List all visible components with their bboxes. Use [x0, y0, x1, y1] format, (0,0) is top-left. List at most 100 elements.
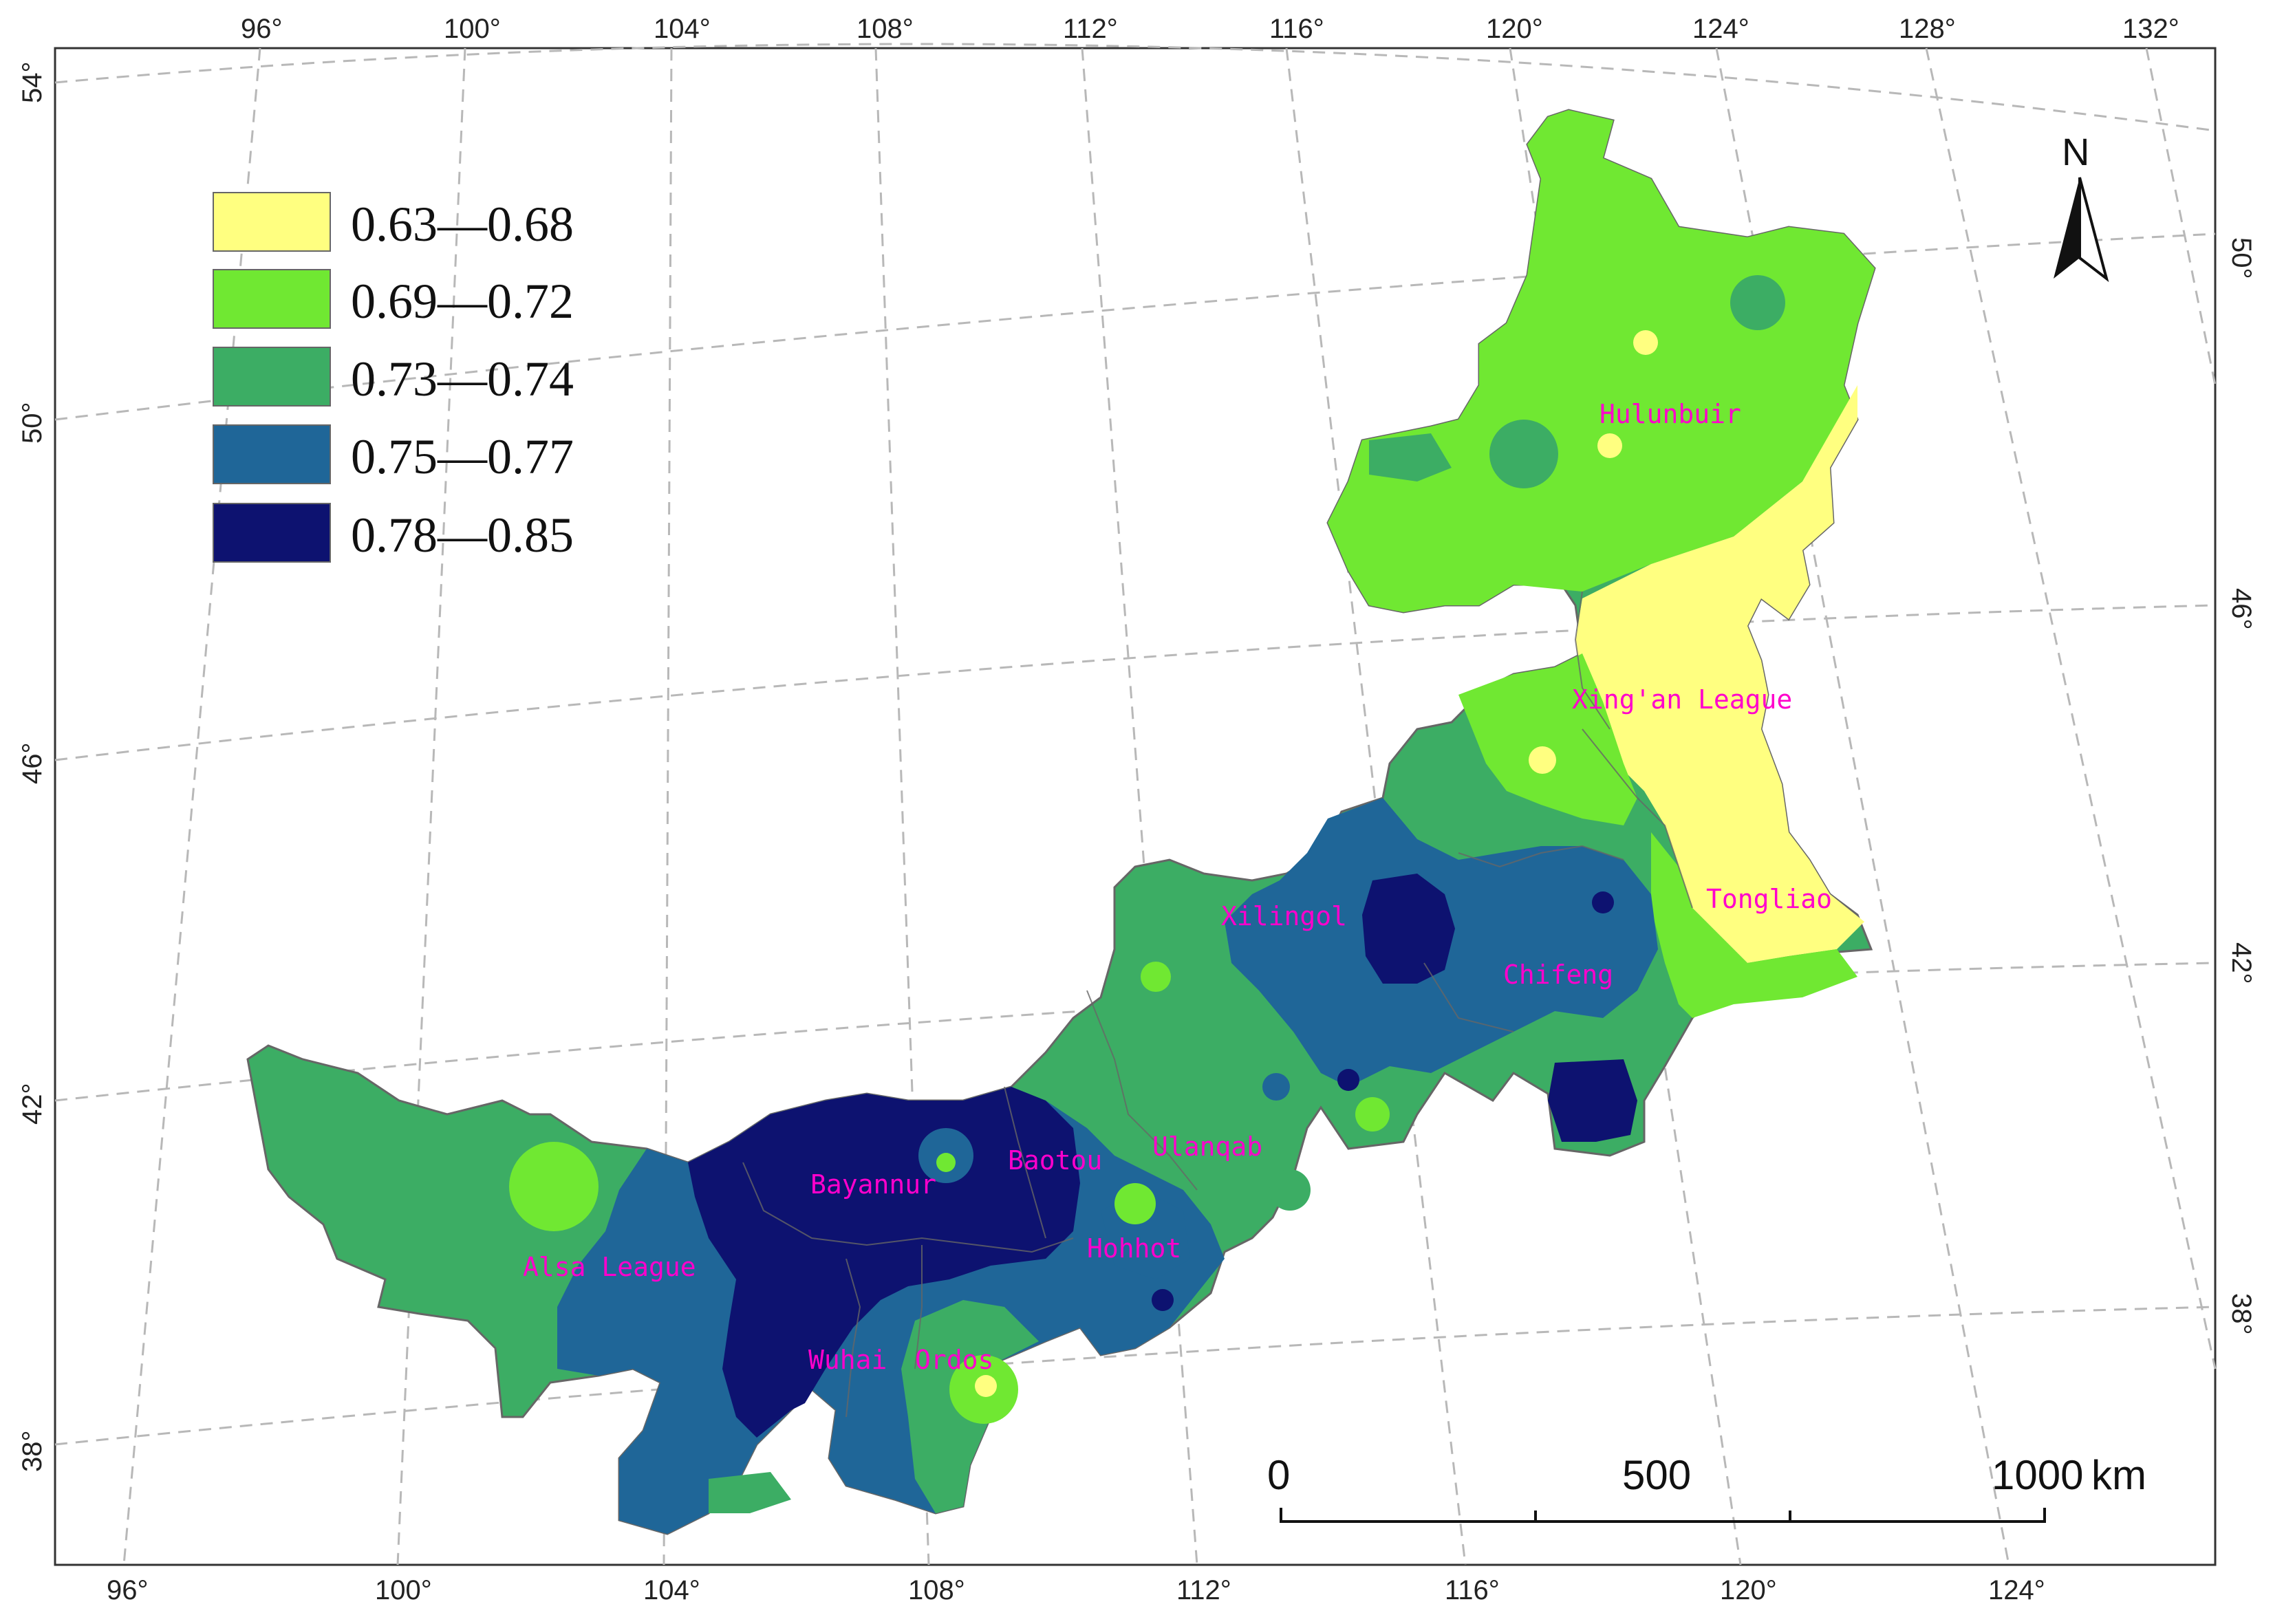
class-0.69-0.72-spot: [1141, 962, 1171, 992]
bottom-tick-label: 104°: [643, 1575, 700, 1605]
admin-boundary: [1004, 1086, 1046, 1239]
bottom-tick-label: 112°: [1176, 1575, 1231, 1605]
legend-swatch: [213, 503, 331, 563]
class-0.73-0.74-spot: [1369, 433, 1452, 481]
legend-item: 0.78—0.85: [213, 503, 574, 563]
left-tick-label: 54°: [17, 62, 47, 104]
legend-label: 0.69—0.72: [351, 274, 574, 329]
class-0.78-0.85-east: [1548, 1059, 1637, 1142]
parallel-54: [54, 43, 2216, 132]
legend-item: 0.69—0.72: [213, 269, 574, 329]
admin-boundary: [1423, 962, 1514, 1032]
admin-boundary: [1582, 728, 1693, 909]
top-tick-label: 100°: [444, 14, 501, 44]
bottom-tick-label: 100°: [375, 1575, 432, 1605]
label-hohhot: Hohhot: [1087, 1233, 1181, 1264]
right-tick-label: 42°: [2226, 942, 2256, 984]
legend-label: 0.63—0.68: [351, 197, 574, 252]
left-tick-label: 46°: [17, 743, 47, 785]
class-0.78-0.85-spot: [1337, 1069, 1359, 1091]
legend-label: 0.73—0.74: [351, 351, 574, 407]
scale-label-mid: 500: [1622, 1452, 1691, 1498]
bottom-tick-label: 124°: [1988, 1575, 2045, 1605]
north-arrow-icon: [2054, 177, 2080, 279]
right-tick-label: 38°: [2226, 1293, 2256, 1335]
class-0.63-0.68-spot: [1633, 330, 1658, 355]
left-tick-label: 50°: [17, 402, 47, 444]
north-arrow: N: [2054, 130, 2109, 283]
label-ulanqab: Ulanqab: [1152, 1132, 1262, 1162]
class-0.63-0.68-spot: [1597, 433, 1622, 458]
legend: 0.63—0.68 0.69—0.72 0.73—0.74 0.75—0.77 …: [213, 192, 574, 563]
legend-item: 0.73—0.74: [213, 347, 574, 407]
class-0.69-0.72-central: [1458, 653, 1637, 825]
right-tick-label: 46°: [2226, 588, 2256, 630]
top-tick-label: 108°: [857, 14, 914, 44]
north-arrow-icon-outline: [2078, 177, 2109, 283]
class-0.73-0.74-spot: [1269, 1169, 1311, 1211]
top-tick-label: 112°: [1063, 14, 1118, 44]
scale-label-zero: 0: [1267, 1452, 1290, 1498]
legend-item: 0.63—0.68: [213, 192, 574, 252]
top-tick-label: 132°: [2122, 14, 2179, 44]
bottom-tick-label: 120°: [1720, 1575, 1777, 1605]
legend-swatch: [213, 269, 331, 329]
left-tick-label: 42°: [17, 1083, 47, 1125]
legend-label: 0.75—0.77: [351, 429, 574, 484]
right-tick-labels: 50° 46° 42° 38°: [2226, 237, 2256, 1335]
top-tick-label: 120°: [1486, 14, 1543, 44]
legend-item: 0.75—0.77: [213, 424, 574, 484]
admin-boundary: [1574, 591, 1611, 730]
label-baotou: Baotou: [1008, 1145, 1102, 1176]
top-tick-label: 104°: [654, 14, 711, 44]
label-wuhai: Wuhai: [808, 1345, 887, 1375]
label-tongliao: Tongliao: [1706, 884, 1832, 914]
class-0.69-0.72-spot: [1355, 1097, 1390, 1132]
left-tick-labels: 54° 50° 46° 42° 38°: [17, 62, 47, 1473]
parallel-38: [54, 1306, 2216, 1446]
class-0.78-0.85-spot: [1592, 891, 1614, 913]
legend-label: 0.78—0.85: [351, 508, 574, 563]
class-0.75-0.77-spot: [1262, 1073, 1290, 1101]
scale-label-end: 1000: [1992, 1452, 2083, 1498]
top-tick-label: 116°: [1269, 14, 1324, 44]
class-0.73-0.74-spot: [1730, 275, 1785, 330]
class-0.63-0.68-band: [1575, 385, 1864, 963]
class-0.69-0.72-tongliao: [1651, 832, 1857, 1018]
left-tick-label: 38°: [17, 1431, 47, 1473]
bottom-tick-labels: 96° 100° 104° 108° 112° 116° 120° 124°: [107, 1575, 2045, 1605]
label-hulunbuir: Hulunbuir: [1599, 399, 1741, 429]
label-xilingol: Xilingol: [1221, 901, 1347, 931]
admin-boundary: [1458, 845, 1624, 868]
admin-boundary: [845, 1258, 861, 1418]
top-tick-labels: 96° 100° 104° 108° 112° 116° 120° 124° 1…: [241, 14, 2179, 44]
bottom-tick-label: 116°: [1445, 1575, 1500, 1605]
scale-bar: 0 500 1000 km: [1267, 1452, 2146, 1523]
north-label: N: [2062, 130, 2089, 173]
label-xingan-league: Xing'an League: [1572, 684, 1792, 715]
label-chifeng: Chifeng: [1503, 960, 1613, 990]
admin-boundary: [914, 1245, 923, 1369]
legend-swatch: [213, 347, 331, 407]
class-0.69-0.72-spot: [936, 1153, 956, 1172]
label-ordos: Ordos: [915, 1345, 993, 1375]
parallel-50: [54, 232, 2216, 421]
class-0.69-0.72-north: [1328, 110, 1875, 612]
top-tick-label: 124°: [1692, 14, 1749, 44]
bottom-tick-label: 96°: [107, 1575, 149, 1605]
meridian-132: [2145, 47, 2217, 386]
admin-boundaries: [742, 591, 1693, 1418]
admin-boundary: [1086, 990, 1198, 1191]
legend-swatch: [213, 424, 331, 484]
class-0.73-0.74-south: [709, 1472, 791, 1513]
right-tick-label: 50°: [2226, 237, 2256, 279]
class-0.63-0.68-spot: [975, 1375, 997, 1397]
admin-boundary: [742, 1162, 1074, 1253]
meridian-128: [1925, 47, 2217, 1369]
legend-swatch: [213, 192, 331, 252]
class-0.78-0.85-east: [1362, 874, 1455, 984]
class-0.69-0.72-spot: [509, 1142, 599, 1231]
class-0.78-0.85-west: [688, 1087, 1080, 1438]
class-0.63-0.68-spot: [1529, 746, 1556, 774]
